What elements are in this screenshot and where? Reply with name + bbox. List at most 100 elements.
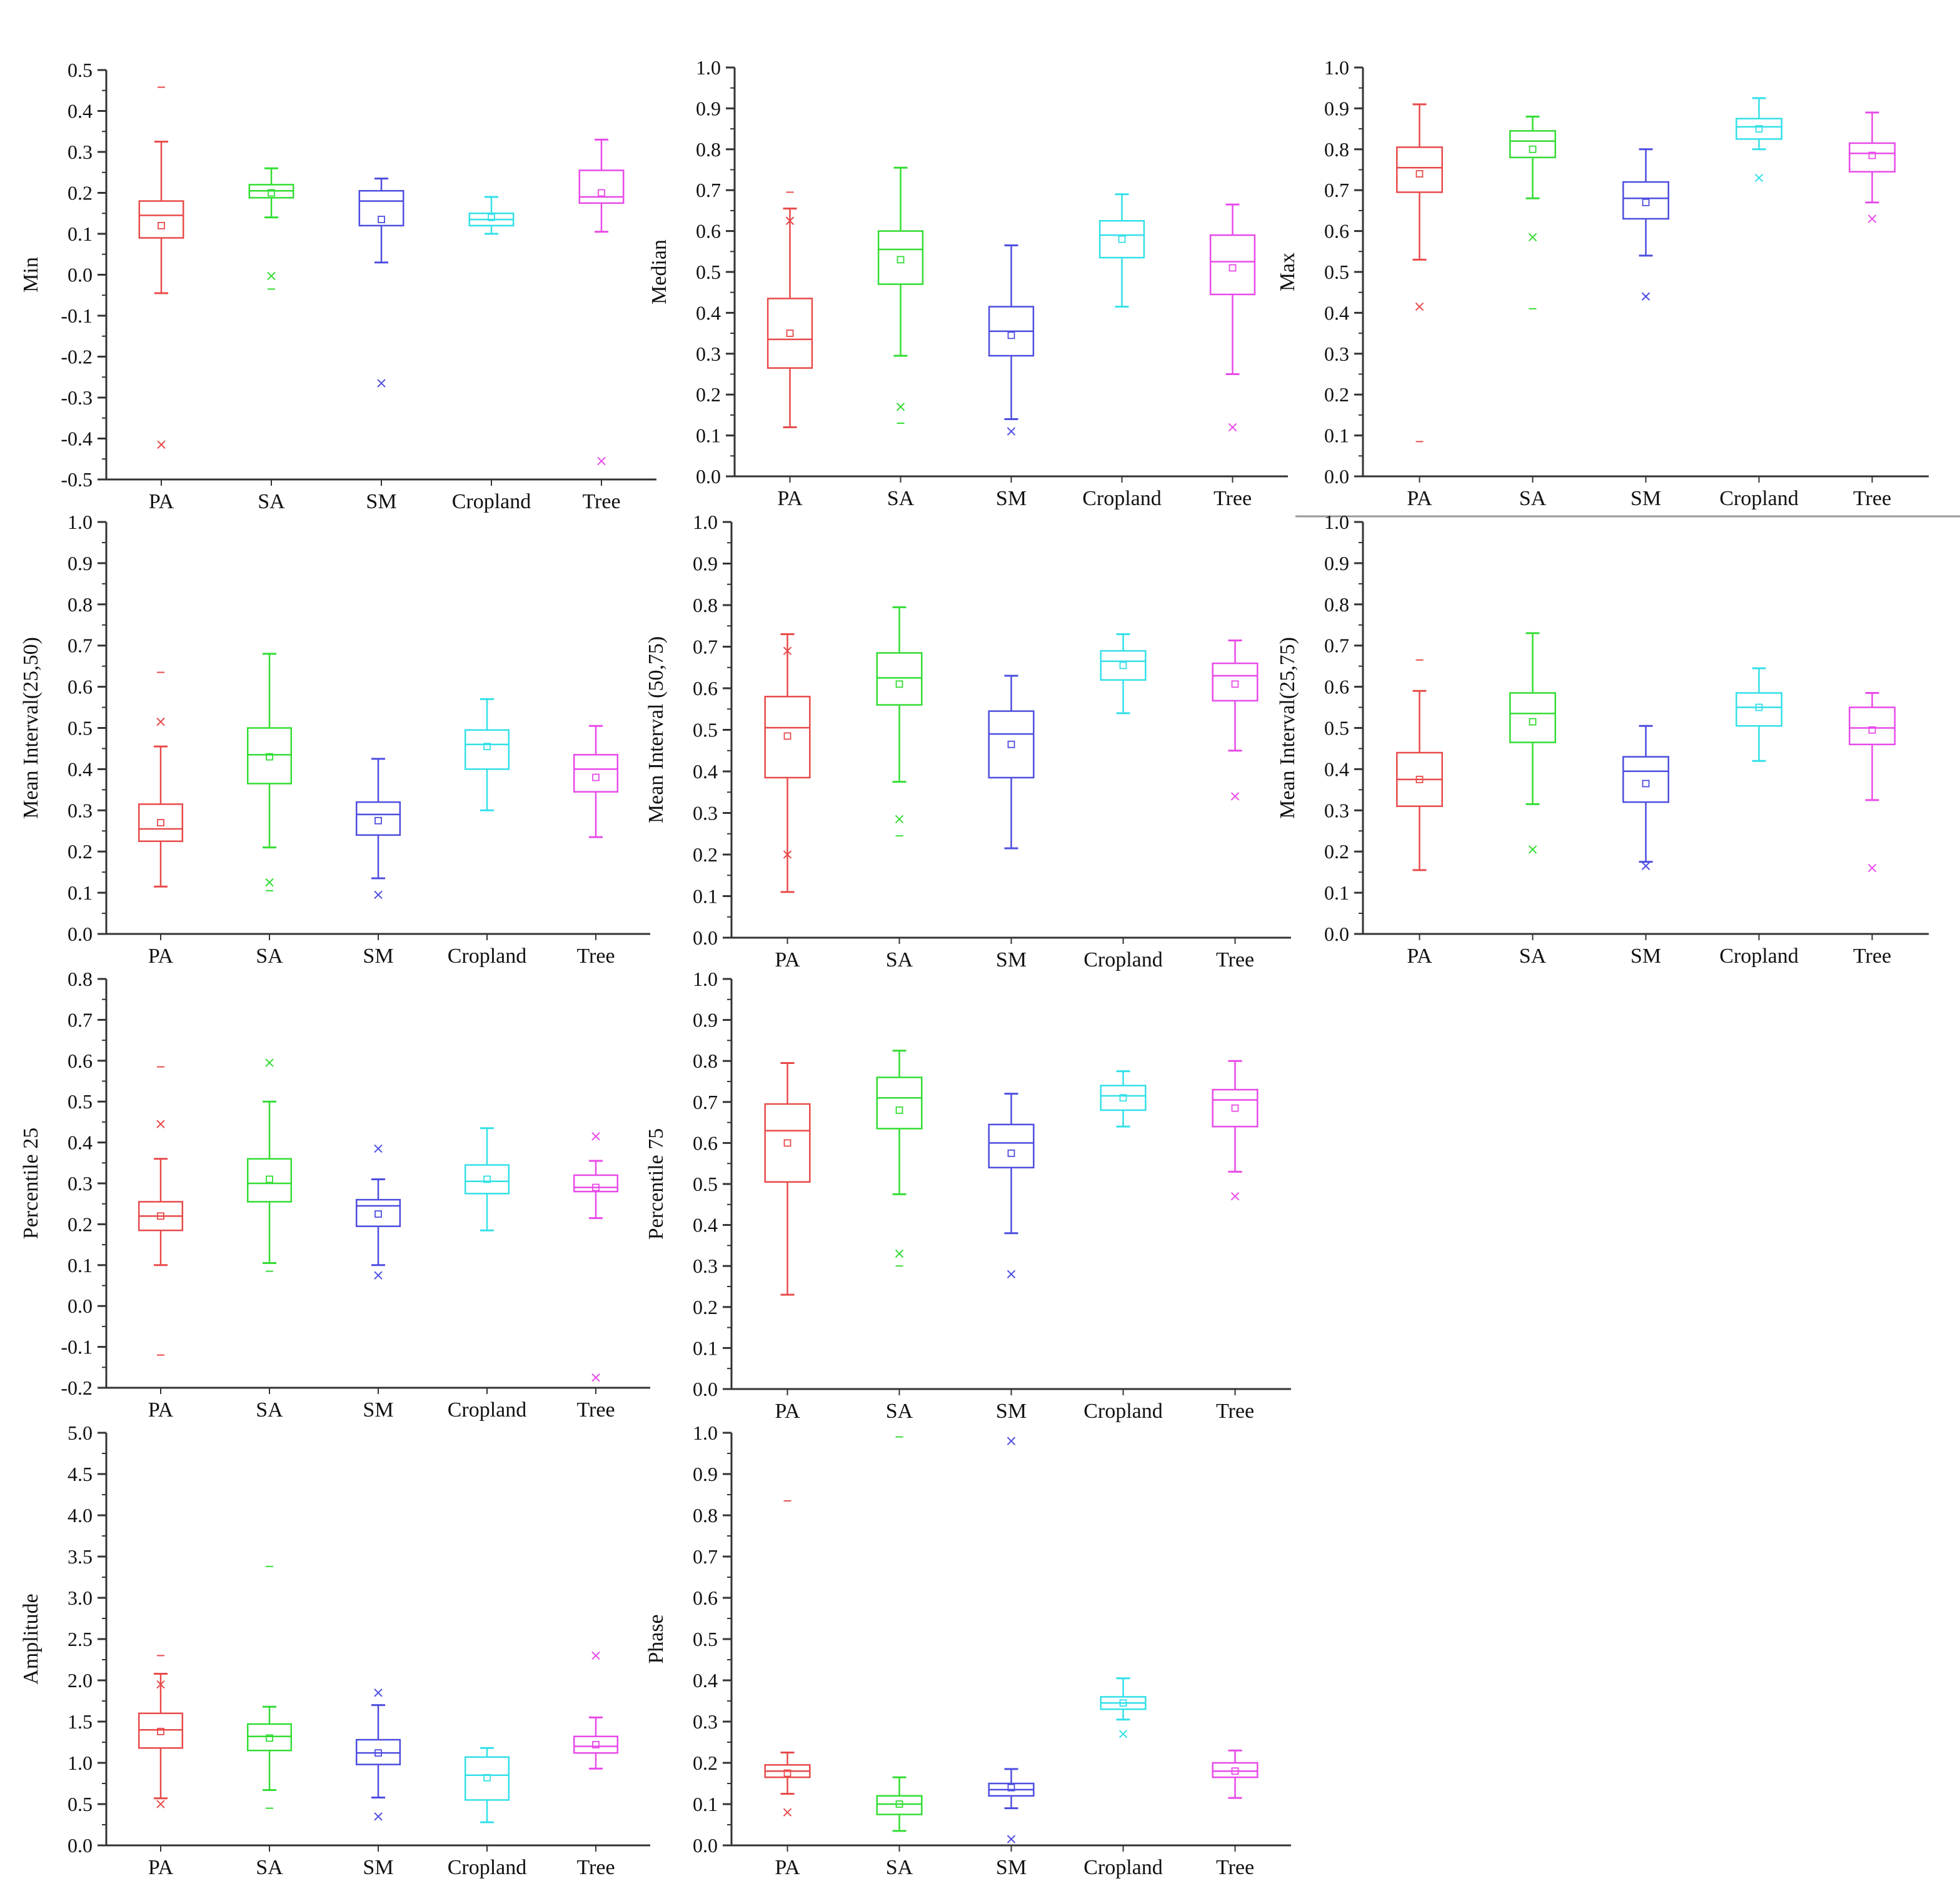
y-tick-label: 0.2 [68,840,93,863]
y-axis-title: Min [19,257,43,293]
box-iqr [138,200,184,239]
chart-panel-9: 0.0 0.5 1.0 1.5 2.0 2.5 3.0 3.5 4.0 4.5 5.0 Amplitu… [19,1422,650,1879]
box-mean [1229,264,1237,272]
box-group [248,167,294,290]
box-mean [1868,726,1876,734]
y-tick-label: 1.0 [693,511,718,533]
box-group [876,606,923,837]
box-mean [483,1773,491,1782]
y-tick-label: 0.8 [68,968,93,990]
y-tick-label: -0.4 [61,428,93,450]
y-axis-title: Max [1276,253,1299,291]
outlier-x-marker [1118,1730,1128,1738]
y-tick-label: 0.0 [693,1378,718,1400]
y-tick-label: 0.5 [693,1173,718,1195]
outlier-x-marker [591,1132,600,1141]
y-tick-label: 0.0 [68,923,93,945]
box-mean [157,1212,164,1220]
y-tick-label: 5.0 [68,1422,93,1444]
box-group [246,1565,293,1809]
box-iqr [764,696,811,779]
box-iqr [1622,756,1669,803]
box-group [1622,725,1669,870]
category-label: PA [777,487,803,510]
outlier-x-marker [1867,863,1877,873]
y-tick-label: 0.7 [693,1545,718,1568]
y-tick-label: 0.0 [1324,923,1349,945]
box-group [355,1144,401,1280]
outlier-x-marker [1230,792,1240,801]
y-tick-label: 0.2 [696,383,721,406]
y-tick-label: 0.6 [696,220,721,243]
outlier-x-marker [1415,302,1424,311]
box-group [1396,659,1443,871]
box-group [138,1066,184,1356]
outlier-x-marker [1228,423,1237,432]
y-tick-label: 0.7 [68,1008,93,1031]
y-axis-title: Median [648,239,671,304]
box-iqr [1209,234,1256,296]
category-label: SM [363,1398,393,1422]
y-tick-label: 0.1 [693,885,718,908]
y-tick-label: 0.3 [696,343,721,365]
y-tick-label: 1.0 [1324,511,1349,533]
box-mean [1007,331,1015,339]
y-tick-label: 0.0 [68,264,93,286]
outlier-x-marker [374,1271,383,1280]
y-tick-label: 0.8 [693,1504,718,1527]
y-tick-label: 0.0 [68,1295,93,1317]
y-tick-label: 0.2 [693,1752,718,1774]
category-label: SM [366,490,396,513]
chart-panel-5: 0.0 0.1 0.2 0.3 0.4 0.5 0.6 0.7 0.8 0.9 1.0 Mean In… [645,511,1291,971]
box-iqr [1622,181,1669,220]
category-label: Tree [582,490,620,513]
box-mean [1231,680,1239,688]
y-tick-label: 0.8 [68,593,93,616]
box-group [246,1058,293,1272]
box-mean [897,256,905,264]
y-tick-label: 0.5 [693,1628,718,1650]
outlier-x-marker [374,890,383,900]
outlier-x-marker [1641,292,1651,301]
chart-panel-3: 0.0 0.1 0.2 0.3 0.4 0.5 0.6 0.7 0.8 0.9 1.0 Max PA SA… [1276,56,1929,510]
category-label: Cropland [1083,1856,1163,1879]
outlier-x-marker [1007,1437,1016,1445]
box-mean [1231,1104,1239,1112]
y-tick-label: 1.0 [68,511,93,533]
category-label: SA [1519,945,1547,968]
outlier-x-marker [785,216,795,225]
y-tick-label: -0.3 [61,386,93,409]
y-tick-label: 0.0 [1324,465,1349,488]
box-group [764,633,811,893]
y-axis-title: Mean Interval(25,50) [19,637,43,819]
category-label: SA [887,487,915,510]
y-tick-label: 0.9 [693,1463,718,1485]
y-tick-label: 0.1 [696,424,721,447]
category-label: PA [148,1398,174,1422]
outlier-x-marker [157,440,166,449]
y-tick-label: 1.0 [1324,56,1349,79]
box-mean [1529,718,1537,726]
box-group [1098,193,1145,308]
outlier-x-marker [156,1680,165,1689]
y-axis-title: Mean Interval (50,75) [645,636,668,823]
category-label: Cropland [448,1398,527,1422]
box-group [988,244,1035,436]
box-mean [786,329,794,337]
outlier-x-marker [1528,845,1537,854]
y-tick-label: 0.4 [1324,301,1349,324]
category-label: SA [256,1856,283,1879]
box-iqr [988,1123,1035,1169]
category-label: Cropland [1083,1400,1163,1423]
y-axis-title: Mean Interval(25,75) [1276,637,1299,819]
outlier-x-marker [265,878,274,887]
y-tick-label: 0.4 [68,1131,93,1154]
category-label: Cropland [448,1856,527,1879]
y-tick-label: 0.2 [693,1296,718,1318]
box-mean [895,1800,903,1808]
y-tick-label: 0.5 [1324,261,1349,283]
y-tick-label: 0.7 [696,179,721,201]
y-tick-label: 0.8 [693,1050,718,1072]
chart-panel-4: 0.0 0.1 0.2 0.3 0.4 0.5 0.6 0.7 0.8 0.9 1.0 Mean In… [19,511,650,968]
y-tick-label: 0.8 [1324,593,1349,616]
